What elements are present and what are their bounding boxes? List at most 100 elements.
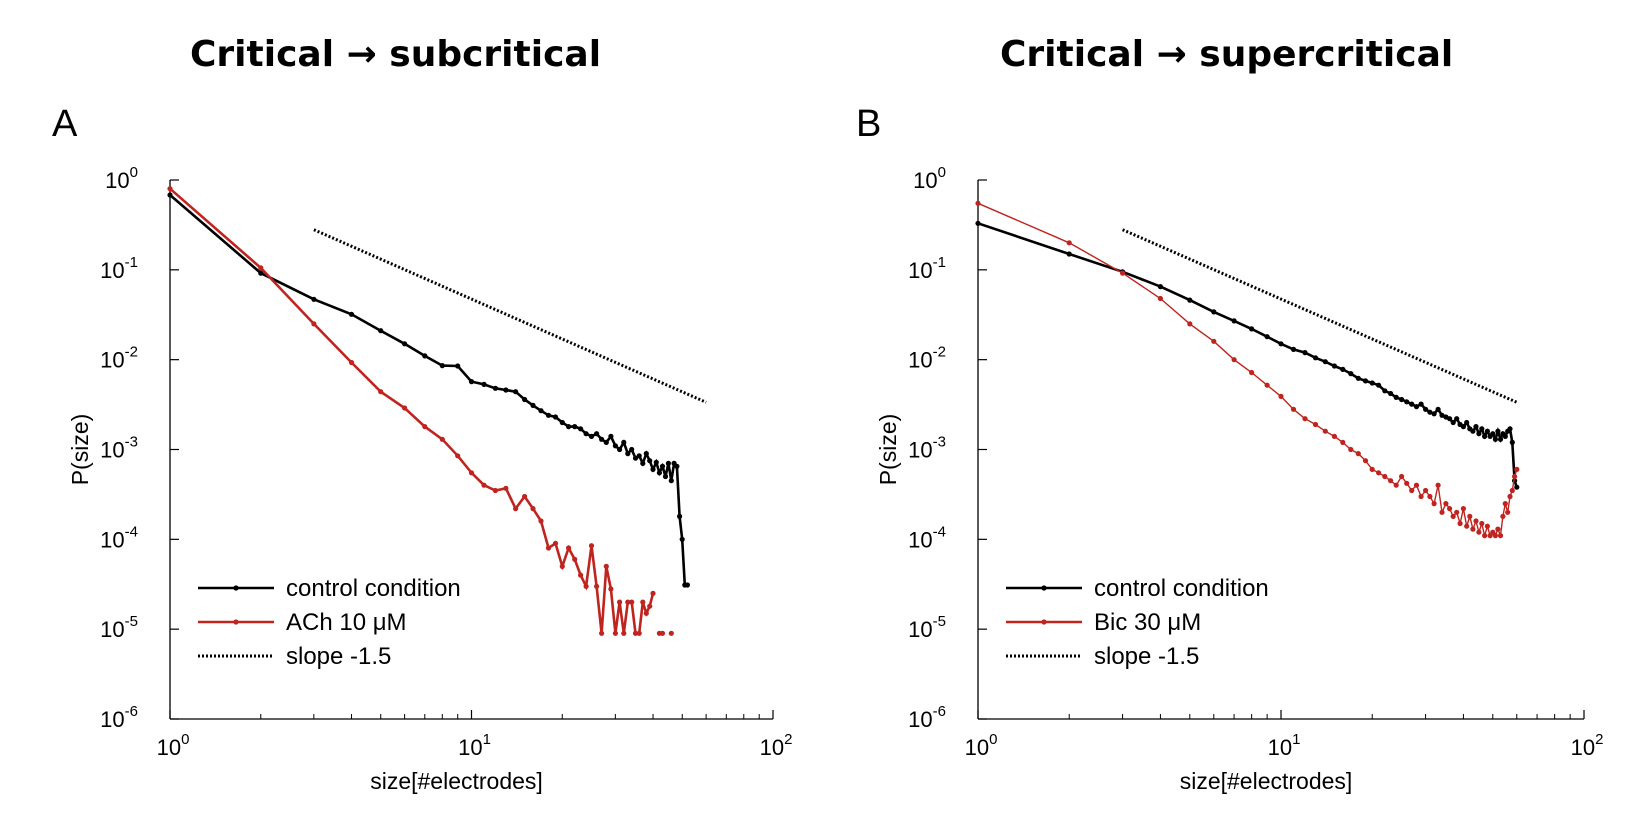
- y-tick-label: 10-2: [100, 344, 138, 373]
- data-point: [636, 630, 642, 636]
- data-point: [1355, 375, 1361, 381]
- data-point: [1500, 513, 1506, 520]
- data-point: [1431, 501, 1437, 507]
- data-point: [629, 446, 635, 453]
- legend-marker: [233, 619, 239, 625]
- data-point: [1211, 338, 1217, 344]
- data-point: [1157, 284, 1163, 290]
- data-point: [578, 572, 584, 578]
- y-tick-label: 10-1: [908, 254, 946, 283]
- data-point: [1413, 404, 1420, 410]
- data-point: [422, 424, 428, 430]
- series-line: [313, 228, 707, 404]
- panel-a-letter: A: [52, 103, 78, 145]
- data-point: [1502, 501, 1508, 507]
- data-point: [653, 459, 659, 465]
- data-point: [603, 439, 609, 445]
- data-point: [1404, 480, 1410, 486]
- data-point: [1331, 433, 1337, 439]
- data-point: [975, 220, 981, 226]
- data-point: [1418, 401, 1424, 407]
- panel-b-letter: B: [856, 103, 882, 145]
- data-point: [378, 328, 384, 334]
- data-point: [1376, 470, 1382, 476]
- data-point: [552, 540, 559, 547]
- data-point: [684, 582, 691, 588]
- data-point: [1507, 426, 1513, 432]
- data-point: [538, 408, 544, 414]
- y-tick-label: 10-4: [100, 523, 138, 552]
- data-point: [1413, 482, 1420, 488]
- data-point: [588, 543, 595, 549]
- x-tick-label: 101: [1268, 731, 1301, 760]
- data-point: [583, 431, 589, 437]
- data-point: [1423, 487, 1429, 494]
- chart-panel-a: 100 101 102 100 10-1 10-2 10-3 10-4 10-5 10-6 size…: [67, 164, 792, 794]
- data-point: [1388, 390, 1394, 397]
- control-series: [167, 192, 691, 588]
- data-point: [1490, 431, 1496, 437]
- data-point: [1447, 506, 1453, 512]
- data-point: [1492, 436, 1498, 442]
- data-point: [1355, 451, 1361, 457]
- data-point: [1514, 484, 1520, 490]
- data-point: [668, 478, 674, 484]
- data-point: [402, 341, 408, 347]
- data-point: [1473, 518, 1479, 524]
- data-point: [311, 296, 317, 302]
- y-tick-label: 10-4: [908, 523, 946, 552]
- data-point: [530, 506, 536, 512]
- data-point: [1454, 509, 1460, 515]
- data-point: [455, 363, 461, 369]
- legend-marker: [1041, 585, 1047, 591]
- data-point: [1460, 506, 1466, 512]
- data-point: [1497, 436, 1504, 442]
- series-line: [1121, 228, 1518, 404]
- data-point: [1439, 412, 1445, 418]
- data-point: [1473, 424, 1479, 430]
- y-axis-label: P(size): [875, 414, 901, 486]
- data-point: [258, 265, 264, 271]
- data-point: [422, 353, 428, 359]
- data-point: [647, 458, 653, 464]
- y-tick-label: 10-3: [100, 434, 138, 463]
- data-point: [1322, 428, 1328, 434]
- data-point: [1435, 406, 1441, 412]
- data-point: [1495, 428, 1501, 434]
- data-point: [1231, 318, 1237, 324]
- data-point: [1362, 458, 1369, 464]
- data-point: [1340, 439, 1346, 445]
- data-point: [1348, 371, 1354, 377]
- y-tick-label: 10-1: [100, 254, 138, 283]
- data-point: [1302, 416, 1308, 422]
- data-point: [1497, 533, 1504, 539]
- data-point: [1509, 487, 1515, 494]
- data-point: [167, 186, 173, 192]
- x-axis-label: size[#electrodes]: [1180, 768, 1353, 794]
- data-point: [1464, 419, 1470, 426]
- data-point: [1435, 482, 1441, 488]
- data-point: [1264, 334, 1270, 340]
- data-point: [617, 446, 623, 453]
- data-point: [545, 545, 552, 551]
- data-point: [1476, 529, 1482, 535]
- data-point: [659, 463, 666, 469]
- data-point: [538, 518, 544, 524]
- data-point: [1066, 251, 1072, 257]
- data-point: [1393, 394, 1399, 400]
- data-point: [1278, 393, 1284, 399]
- y-tick-label: 100: [913, 164, 946, 193]
- data-point: [1476, 431, 1482, 437]
- y-tick-label: 10-3: [908, 434, 946, 463]
- data-point: [640, 599, 646, 605]
- data-point: [656, 470, 663, 476]
- x-tick-label: 100: [157, 731, 190, 760]
- data-point: [665, 460, 672, 466]
- data-point: [1439, 509, 1445, 515]
- treatment-series: [975, 200, 1520, 539]
- data-point: [1479, 520, 1485, 527]
- data-point: [559, 419, 565, 426]
- y-tick-label: 10-6: [908, 703, 946, 732]
- data-point: [1249, 369, 1255, 376]
- data-point: [1369, 466, 1375, 472]
